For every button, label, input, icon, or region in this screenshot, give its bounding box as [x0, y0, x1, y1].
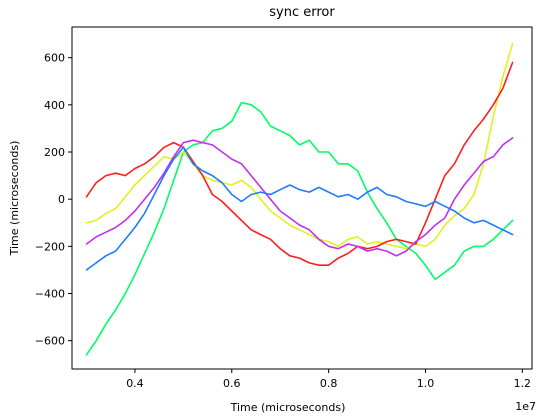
y-tick-label: 0 — [58, 193, 65, 206]
y-axis: −600 −400 −200 0 200 400 600 — [35, 52, 72, 348]
x-tick-label: 0.6 — [223, 377, 241, 390]
series-layer — [85, 42, 514, 356]
y-axis-label: Time (microseconds) — [8, 141, 21, 257]
x-axis-label: Time (microseconds) — [230, 401, 346, 414]
x-axis: 0.4 0.6 0.8 1.0 1.2 — [126, 369, 531, 390]
x-tick-label: 1.0 — [417, 377, 435, 390]
x-tick-label: 0.4 — [126, 377, 144, 390]
x-tick-label: 0.8 — [320, 377, 338, 390]
plot-area — [71, 26, 533, 370]
y-tick-label: 200 — [44, 146, 65, 159]
y-tick-label: −400 — [35, 288, 65, 301]
x-axis-offset-label: 1e7 — [515, 400, 536, 413]
series-line-4 — [85, 137, 514, 257]
y-tick-label: −600 — [35, 335, 65, 348]
x-tick-label: 1.2 — [514, 377, 532, 390]
y-tick-label: 600 — [44, 52, 65, 65]
series-line-1 — [85, 101, 514, 356]
chart-title: sync error — [269, 5, 335, 20]
series-line-3 — [85, 61, 514, 267]
y-tick-label: −200 — [35, 240, 65, 253]
series-line-5 — [85, 146, 514, 271]
series-line-2 — [85, 42, 514, 250]
y-tick-label: 400 — [44, 99, 65, 112]
